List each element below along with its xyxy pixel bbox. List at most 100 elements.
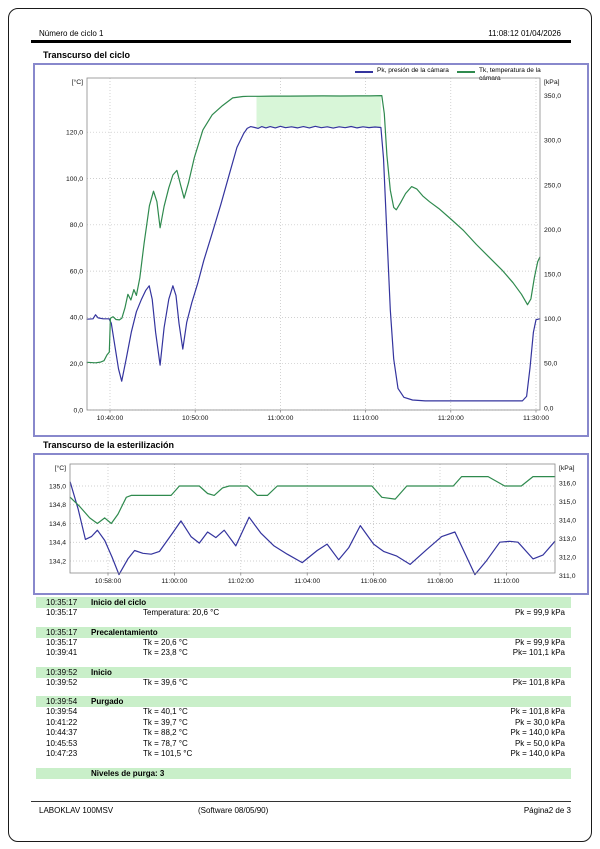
svg-text:11:10:00: 11:10:00 (353, 415, 379, 422)
software-version: (Software 08/05/90) (198, 806, 269, 815)
log-time: 10:35:17 (46, 608, 78, 617)
svg-text:134,8: 134,8 (49, 502, 66, 509)
log-time: 10:39:41 (46, 648, 78, 657)
svg-text:11:06:00: 11:06:00 (361, 578, 387, 585)
svg-text:150,0: 150,0 (544, 272, 561, 279)
temperature-line-swatch (457, 71, 475, 73)
svg-text:10:50:00: 10:50:00 (182, 415, 209, 422)
log-temperature-value: Temperatura: 20,6 °C (143, 608, 220, 617)
log-row: 10:35:17 Temperatura: 20,6 °C Pk = 99,9 kP… (36, 608, 571, 619)
log-time: 10:41:22 (46, 717, 78, 727)
footer: LABOKLAV 100MSV (Software 08/05/90) Pági… (39, 806, 571, 815)
svg-text:11:30:00: 11:30:00 (523, 415, 549, 422)
log-temperature-value: Tk = 39,7 °C (143, 717, 188, 727)
svg-text:314,0: 314,0 (559, 517, 576, 524)
log-pressure-value: Pk = 50,0 kPa (514, 738, 565, 748)
svg-text:100,0: 100,0 (66, 176, 83, 183)
legend-label-pressure: Pk, presión de la cámara (377, 67, 449, 74)
log-time: 10:39:52 (46, 677, 78, 687)
svg-text:134,4: 134,4 (49, 540, 66, 547)
svg-text:20,0: 20,0 (70, 361, 83, 368)
svg-text:134,6: 134,6 (49, 521, 66, 528)
temperature-series-line (69, 476, 556, 525)
log-time: 10:35:17 (46, 627, 78, 637)
log-time: 10:39:54 (46, 707, 78, 716)
svg-text:315,0: 315,0 (559, 499, 576, 506)
log-pressure-value: Pk = 101,8 kPa (510, 707, 565, 716)
temperature-series-line (86, 95, 541, 364)
log-pressure-value: Pk = 140,0 kPa (510, 749, 565, 758)
svg-text:40,0: 40,0 (70, 315, 83, 322)
svg-text:200,0: 200,0 (544, 227, 561, 234)
svg-text:0,0: 0,0 (74, 407, 84, 414)
log-pressure-value: Pk = 140,0 kPa (510, 728, 565, 737)
svg-text:300,0: 300,0 (544, 138, 561, 145)
log-time: 10:45:53 (46, 738, 78, 748)
log-pressure-value: Pk= 101,1 kPa (512, 648, 565, 657)
log-phase-label: Purgado (91, 697, 124, 706)
log-group: 10:39:54 Purgado 10:39:54 Tk = 40,1 °C Pk = … (36, 696, 571, 760)
log-pressure-value: Pk= 101,8 kPa (512, 677, 565, 687)
log-phase-row: 10:35:17 Inicio del ciclo (36, 597, 571, 608)
cycle-chart-title: Transcurso del ciclo (43, 50, 131, 60)
sterilization-chart: 10:58:00 11:00:00 11:02:00 11:04:00 11:06:00… (33, 453, 589, 595)
svg-text:11:00:00: 11:00:00 (161, 578, 187, 585)
log-time: 10:47:23 (46, 749, 78, 758)
log-phase-row: 10:39:52 Inicio (36, 666, 571, 678)
log-temperature-value: Tk = 101,5 °C (143, 749, 193, 758)
log-temperature-value: Tk = 40,1 °C (143, 707, 188, 716)
log-phase-label: Niveles de purga: 3 (91, 768, 165, 778)
chart-canvas: 10:58:00 11:00:00 11:02:00 11:04:00 11:06:00… (49, 463, 576, 585)
left-axis-unit: [°C] (55, 464, 67, 472)
log-phase-row: 10:35:17 Precalentamiento (36, 626, 571, 638)
page-number: Página2 de 3 (523, 806, 571, 815)
device-name: LABOKLAV 100MSV (39, 806, 114, 815)
svg-text:312,0: 312,0 (559, 554, 576, 561)
svg-text:11:10:00: 11:10:00 (493, 578, 519, 585)
log-time: 10:35:17 (46, 598, 78, 607)
svg-text:120,0: 120,0 (66, 130, 83, 137)
log-temperature-value: Tk = 88,2 °C (143, 728, 188, 737)
log-row: 10:45:53 Tk = 78,7 °C Pk = 50,0 kPa (36, 739, 571, 750)
log-temperature-value: Tk = 23,8 °C (143, 648, 188, 657)
pressure-series-line (69, 481, 556, 576)
svg-text:60,0: 60,0 (70, 268, 83, 275)
log-phase-label: Inicio (91, 667, 112, 677)
header-datetime: 11:08:12 01/04/2026 (488, 29, 561, 38)
log-group: 10:35:17 Inicio del ciclo 10:35:17 Temperat… (36, 597, 571, 619)
log-time: 10:39:52 (46, 667, 78, 677)
report-page: Número de ciclo 1 11:08:12 01/04/2026 Tr… (8, 8, 592, 842)
svg-text:135,0: 135,0 (49, 483, 66, 490)
right-axis-unit: [kPa] (544, 79, 560, 86)
log-time: 10:35:17 (46, 637, 78, 647)
svg-text:100,0: 100,0 (544, 316, 561, 323)
svg-text:11:00:00: 11:00:00 (267, 415, 293, 422)
header-divider (31, 40, 571, 43)
log-row: 10:35:17 Tk = 20,6 °C Pk = 99,9 kPa (36, 638, 571, 649)
sterilization-chart-title: Transcurso de la esterilización (43, 440, 175, 450)
log-phase-label: Precalentamiento (91, 627, 158, 637)
svg-text:50,0: 50,0 (544, 361, 557, 368)
log-temperature-value: Tk = 20,6 °C (143, 637, 188, 647)
log-row: 10:39:52 Tk = 39,6 °C Pk= 101,8 kPa (36, 678, 571, 689)
svg-text:10:58:00: 10:58:00 (95, 578, 122, 585)
log-time: 10:44:37 (46, 728, 78, 737)
sterilization-band (256, 95, 381, 129)
svg-text:11:20:00: 11:20:00 (438, 415, 464, 422)
log-row: 10:39:54 Tk = 40,1 °C Pk = 101,8 kPa (36, 707, 571, 718)
svg-text:80,0: 80,0 (70, 222, 83, 229)
svg-text:134,2: 134,2 (49, 558, 66, 565)
log-row: 10:47:23 Tk = 101,5 °C Pk = 140,0 kPa (36, 749, 571, 760)
svg-text:350,0: 350,0 (544, 93, 561, 100)
log-time: 10:39:54 (46, 697, 78, 706)
svg-text:11:04:00: 11:04:00 (294, 578, 320, 585)
svg-text:316,0: 316,0 (559, 480, 576, 487)
pressure-series-line (86, 125, 541, 402)
log-pressure-value: Pk = 99,9 kPa (514, 637, 565, 647)
log-row: 10:44:37 Tk = 88,2 °C Pk = 140,0 kPa (36, 728, 571, 739)
footer-divider (31, 801, 571, 802)
chart-canvas: 10:40:00 10:50:00 11:00:00 11:10:00 11:20:00… (66, 77, 561, 422)
log-pressure-value: Pk = 99,9 kPa (514, 608, 565, 617)
log-temperature-value: Tk = 39,6 °C (143, 677, 188, 687)
pressure-line-swatch (355, 71, 373, 73)
